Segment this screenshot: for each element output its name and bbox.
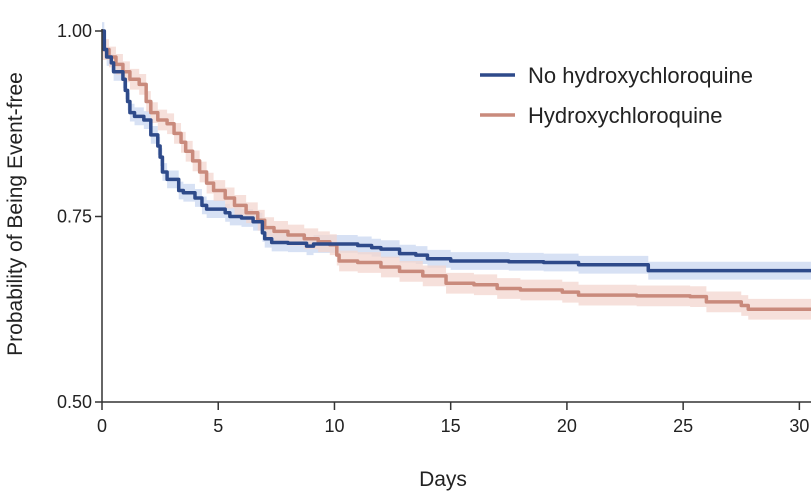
legend-label: No hydroxychloroquine [528,63,753,88]
confidence-bands [102,22,811,320]
y-axis-label: Probability of Being Event-free [4,72,27,356]
x-tick-label: 10 [324,416,344,436]
series-lines [102,29,811,311]
hydroxychloroquine-line [102,47,811,311]
x-tick-label: 5 [213,416,223,436]
x-tick-label: 0 [97,416,107,436]
hydroxychloroquine-confidence-band [102,39,811,320]
no-hydroxychloroquine-line [102,29,811,273]
no-hydroxychloroquine-confidence-band [102,22,811,280]
legend: No hydroxychloroquine Hydroxychloroquine [480,63,753,128]
y-tick-label: 0.50 [57,392,92,412]
x-tick-label: 15 [441,416,461,436]
x-tick-label: 25 [673,416,693,436]
y-ticks: 0.50 0.75 1.00 [57,21,102,412]
legend-label: Hydroxychloroquine [528,103,722,128]
x-axis-label: Days [419,468,467,491]
x-ticks: 0 5 10 15 20 25 30 [97,402,809,436]
x-tick-label: 20 [557,416,577,436]
y-tick-label: 1.00 [57,21,92,41]
y-tick-label: 0.75 [57,207,92,227]
x-tick-label: 30 [789,416,809,436]
